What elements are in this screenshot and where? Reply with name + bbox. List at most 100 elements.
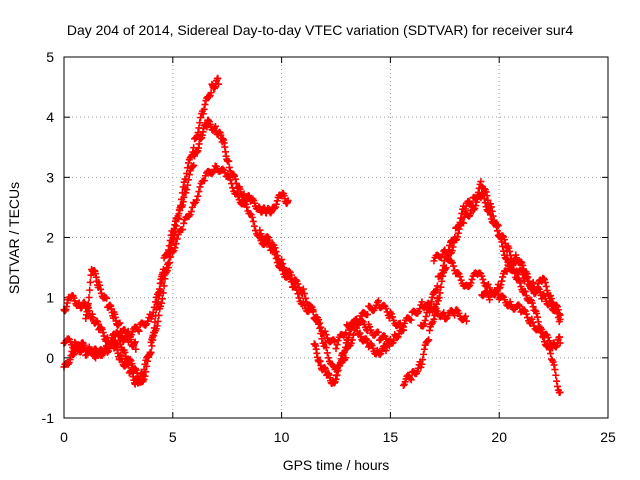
data-point [142,321,150,329]
data-point [317,330,325,338]
data-point [478,272,486,280]
data-point [97,285,105,293]
data-point [300,290,308,298]
chart-title: Day 204 of 2014, Sidereal Day-to-day VTE… [67,22,573,38]
data-point [273,252,281,260]
data-point [225,157,233,165]
data-point [435,294,443,302]
data-point [113,340,121,348]
data-point [241,199,249,207]
data-point [194,192,202,200]
data-point [152,293,160,301]
data-point [522,292,530,300]
data-point [442,250,450,258]
data-point [214,74,222,82]
data-point [194,129,202,137]
data-point [419,350,427,358]
data-point [486,296,494,304]
data-point [153,322,161,330]
data-point [399,381,407,389]
data-point [395,330,403,338]
data-point [172,222,180,230]
data-point [418,360,426,368]
data-point [322,344,330,352]
data-point [484,196,492,204]
data-point [436,289,444,297]
data-point [495,284,503,292]
data-point [533,313,541,321]
data-point [273,197,281,205]
data-point [441,246,449,254]
data-point [342,329,350,337]
data-point [450,262,458,270]
data-point [190,144,198,152]
data-point [389,313,397,321]
data-point [167,253,175,261]
data-point [489,212,497,220]
data-point [243,203,251,211]
data-point [493,227,501,235]
data-points [60,74,564,397]
data-point [541,278,549,286]
data-point [200,105,208,113]
data-point [419,356,427,364]
data-point [550,361,558,369]
data-point [521,288,529,295]
data-point [456,218,464,226]
data-point [158,295,166,303]
data-point [448,247,456,255]
data-point [96,281,104,289]
data-point [196,183,204,191]
data-point [295,294,303,302]
data-point [249,217,257,225]
data-point [332,345,340,353]
data-point [321,339,329,347]
data-point [149,308,157,316]
data-point [176,206,184,214]
data-point [171,231,179,239]
data-point [553,377,561,385]
data-point [102,293,110,301]
data-point [189,148,197,156]
data-point [385,314,393,322]
data-point [382,347,390,355]
data-point [263,233,271,241]
data-point [494,222,502,230]
data-point [430,315,438,323]
data-point [529,285,537,293]
data-point [468,275,476,283]
data-point [183,169,191,177]
data-point [542,282,550,290]
data-point [309,306,317,314]
data-point [547,350,555,358]
data-point [193,196,201,204]
data-point [190,161,198,169]
data-point [433,285,441,293]
data-point [66,356,74,364]
data-point [516,279,524,287]
data-point [157,299,165,307]
data-point [451,233,459,241]
data-point [362,335,370,343]
data-point [256,226,264,234]
data-point [448,259,456,267]
data-point [466,210,474,218]
data-point [178,189,186,197]
data-point [556,388,564,396]
data-point [173,235,181,243]
data-point [430,257,438,265]
data-point [151,298,159,306]
x-tick-label: 25 [600,429,616,445]
data-point [433,282,441,290]
data-point [424,337,432,345]
data-point [201,101,209,109]
data-point [234,192,242,200]
grid-lines [64,57,608,418]
data-point [195,124,203,132]
data-point [312,316,320,324]
data-point [533,283,541,291]
data-point [465,283,473,291]
data-point [154,317,162,325]
data-point [438,277,446,285]
data-point [149,336,157,344]
